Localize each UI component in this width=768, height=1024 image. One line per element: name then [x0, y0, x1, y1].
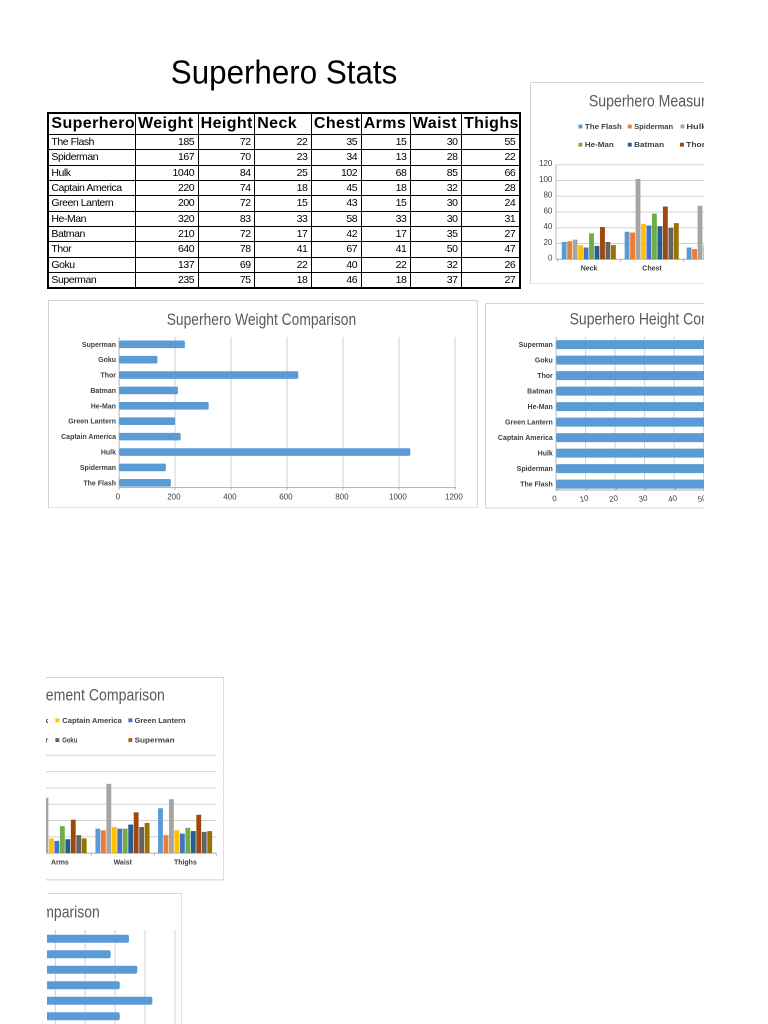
svg-text:800: 800 — [336, 492, 350, 501]
svg-text:Thighs: Thighs — [174, 860, 197, 867]
svg-text:Green Lantern: Green Lantern — [69, 418, 117, 425]
svg-text:1200: 1200 — [445, 492, 463, 501]
svg-text:30: 30 — [638, 494, 649, 505]
svg-text:Superhero Height Comparison: Superhero Height Comparison — [570, 310, 704, 329]
svg-text:Batman: Batman — [91, 388, 117, 395]
svg-text:Captain America: Captain America — [62, 718, 122, 725]
svg-text:10: 10 — [579, 494, 590, 505]
svg-text:Hulk: Hulk — [101, 449, 116, 456]
svg-text:Superhero Height Comparison: Superhero Height Comparison — [47, 902, 100, 921]
svg-text:Superhero Weight Comparison: Superhero Weight Comparison — [167, 309, 356, 328]
svg-text:20: 20 — [543, 237, 552, 246]
svg-text:Goku: Goku — [535, 358, 553, 365]
svg-text:Superhero Measurement Comparis: Superhero Measurement Comparison — [46, 686, 165, 705]
svg-text:Captain America: Captain America — [62, 434, 117, 441]
svg-text:Hulk: Hulk — [46, 718, 49, 725]
svg-text:Superman: Superman — [82, 341, 116, 348]
svg-text:Hulk: Hulk — [686, 124, 704, 131]
svg-text:200: 200 — [168, 492, 182, 501]
svg-text:Goku: Goku — [62, 738, 77, 745]
svg-text:400: 400 — [224, 492, 238, 501]
svg-text:He-Man: He-Man — [528, 404, 553, 411]
svg-text:Thor: Thor — [46, 738, 49, 745]
svg-text:Thor: Thor — [538, 373, 554, 380]
svg-text:He-Man: He-Man — [91, 403, 116, 410]
svg-text:100: 100 — [539, 174, 553, 183]
svg-text:Green Lantern: Green Lantern — [505, 420, 553, 427]
svg-text:Batman: Batman — [634, 142, 664, 149]
svg-text:Chest: Chest — [642, 265, 662, 272]
svg-text:Green Lantern: Green Lantern — [135, 718, 186, 725]
svg-text:Neck: Neck — [580, 265, 597, 272]
svg-text:The Flash: The Flash — [584, 124, 621, 131]
svg-text:Goku: Goku — [99, 357, 117, 364]
svg-text:He-Man: He-Man — [584, 142, 613, 149]
svg-text:40: 40 — [543, 222, 552, 231]
svg-text:Superman: Superman — [135, 738, 175, 745]
svg-text:1000: 1000 — [389, 492, 407, 501]
svg-text:50: 50 — [697, 494, 704, 505]
svg-text:40: 40 — [668, 494, 679, 505]
svg-text:0: 0 — [547, 253, 552, 262]
svg-text:0: 0 — [552, 494, 559, 504]
svg-text:Spiderman: Spiderman — [80, 464, 116, 471]
svg-text:20: 20 — [609, 494, 620, 505]
svg-text:Waist: Waist — [114, 860, 133, 867]
svg-text:Superman: Superman — [519, 342, 553, 349]
svg-text:0: 0 — [116, 492, 121, 501]
svg-text:120: 120 — [539, 159, 553, 168]
svg-text:Thor: Thor — [101, 372, 117, 379]
svg-text:Arms: Arms — [51, 860, 69, 867]
svg-text:600: 600 — [280, 492, 294, 501]
svg-text:Superhero Measurement Comparis: Superhero Measurement Comparison — [588, 91, 704, 110]
svg-text:The Flash: The Flash — [520, 482, 553, 489]
svg-text:Superhero Stats: Superhero Stats — [171, 54, 397, 91]
svg-text:80: 80 — [543, 190, 552, 199]
svg-text:Captain America: Captain America — [498, 435, 553, 442]
svg-text:Hulk: Hulk — [538, 451, 553, 458]
svg-text:60: 60 — [543, 206, 552, 215]
svg-text:Spiderman: Spiderman — [634, 124, 673, 131]
svg-text:Batman: Batman — [527, 389, 553, 396]
svg-text:Spiderman: Spiderman — [517, 466, 553, 473]
svg-text:The Flash: The Flash — [84, 480, 117, 487]
svg-text:Thor: Thor — [686, 142, 704, 149]
